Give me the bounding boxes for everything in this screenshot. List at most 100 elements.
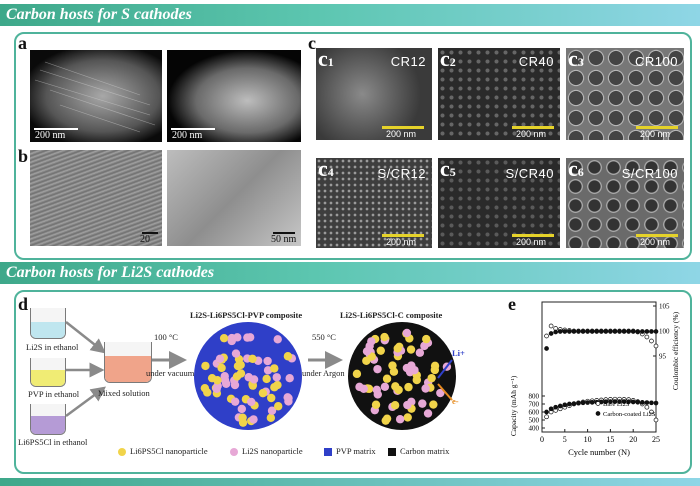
y-left-tick-label: 600 [529,409,540,417]
nanoparticle [421,384,430,393]
nanoparticle [362,347,372,356]
data-point [544,333,549,339]
sem-c2-number: 2 [449,55,456,69]
data-point [608,399,613,404]
data-point [544,409,549,415]
beaker-li2s-label: Li2S in ethanol [26,342,79,352]
data-point [576,329,581,334]
sem-c5-label: c5 [440,158,456,182]
sem-c4-label: c4 [318,158,334,182]
sem-image-c5: c5 S/CR40 200 nm [438,158,560,248]
legend-marker [595,401,601,406]
scale-bar-c3 [636,126,678,129]
sem-c5-letter: c [440,158,450,181]
liquid-li6ps5cl [31,416,65,434]
data-point [649,400,654,406]
nanoparticle [403,413,412,422]
nanoparticle [380,382,390,392]
nanoparticle [436,388,445,398]
x-axis-label: Cycle number (N) [568,447,630,457]
nanoparticle [283,352,293,361]
scale-bar-c2 [512,126,554,129]
data-point [612,399,618,404]
nanoparticle [262,374,271,384]
scale-bar-c5 [512,234,554,237]
data-point [548,331,554,336]
data-point [612,329,618,334]
scale-bar-c1 [382,126,424,129]
y-left-tick-label: 500 [529,417,540,425]
composite1-nanoparticles [200,333,297,427]
data-point [580,329,586,334]
nanoparticle [270,383,279,392]
panel-d-label: d [18,294,29,314]
nanoparticle [233,361,243,371]
data-point [603,329,609,334]
nanoparticle [266,413,276,423]
arrow-step1 [152,351,187,369]
li-plus-label: Li+ [452,348,465,358]
tem-image-b-left: 20 nm [30,150,162,246]
data-point [617,399,622,404]
scale-bar-a-right [171,128,215,130]
data-point [644,400,650,405]
data-point [562,329,568,334]
scale-text-c5: 200 nm [516,237,547,247]
legend-carbon-swatch [388,448,396,456]
nanoparticle [388,361,397,370]
nanoparticle [427,373,436,383]
sem-image-c2: c2 CR40 200 nm [438,48,560,140]
middle-banner: Carbon hosts for Li2S cathodes [0,262,700,284]
nanoparticle [415,348,425,357]
nanoparticle [381,416,390,425]
nanoparticle [359,384,368,394]
data-point [621,329,627,334]
composite1-circle [194,322,302,430]
data-point [548,406,554,412]
data-point [630,399,636,405]
nanoparticle [418,399,427,408]
nanoparticle [217,363,226,373]
liquid-pvp [31,370,65,386]
nanoparticle [232,372,242,381]
sem-c1-label: c1 [318,48,334,72]
nanoparticle [373,364,382,374]
legend-li6ps5cl-label: Li6PS5Cl nanoparticle [130,446,208,456]
scale-text-a-right: 200 nm [172,130,203,141]
sem-c3-label: c3 [568,48,584,72]
legend-label: Bare Li2S [603,401,630,408]
data-point [644,334,650,340]
data-point [644,404,650,410]
nanoparticle [233,333,242,342]
sem-c2-letter: c [440,48,450,71]
nanoparticle [382,374,392,383]
data-point [649,409,654,415]
nanoparticle [200,383,210,393]
nanoparticle [273,335,282,344]
beaker-li6ps5cl [30,404,66,435]
step1-cond: under vacuum [146,368,195,378]
y-right-tick-label: 100 [659,328,670,336]
data-point [548,323,554,329]
y-left-tick-label: 700 [529,401,540,409]
data-point [562,402,568,408]
top-banner: Carbon hosts for S cathodes [0,4,700,26]
electron-label: e- [452,396,459,406]
y-left-axis-label: Capacity (mAh g⁻¹) [509,375,518,436]
sem-image-a-right: 200 nm [167,50,301,142]
data-point [585,400,590,405]
composite2-nanoparticles [352,328,452,425]
sem-image-c6: c6 S/CR100 200 nm [566,158,684,248]
liquid-mixed [105,356,151,382]
data-point [585,329,590,334]
scale-bar-c6 [636,234,678,237]
sem-image-c4: c4 S/CR12 200 nm [316,158,432,248]
nanoparticle [272,373,281,382]
nanoparticle [410,365,419,375]
nanoparticle [395,415,405,424]
nanoparticle [430,365,440,375]
nanoparticle [371,400,381,409]
nanoparticle [393,344,402,353]
nanoparticle [404,382,413,392]
liquid-li2s [31,322,65,338]
